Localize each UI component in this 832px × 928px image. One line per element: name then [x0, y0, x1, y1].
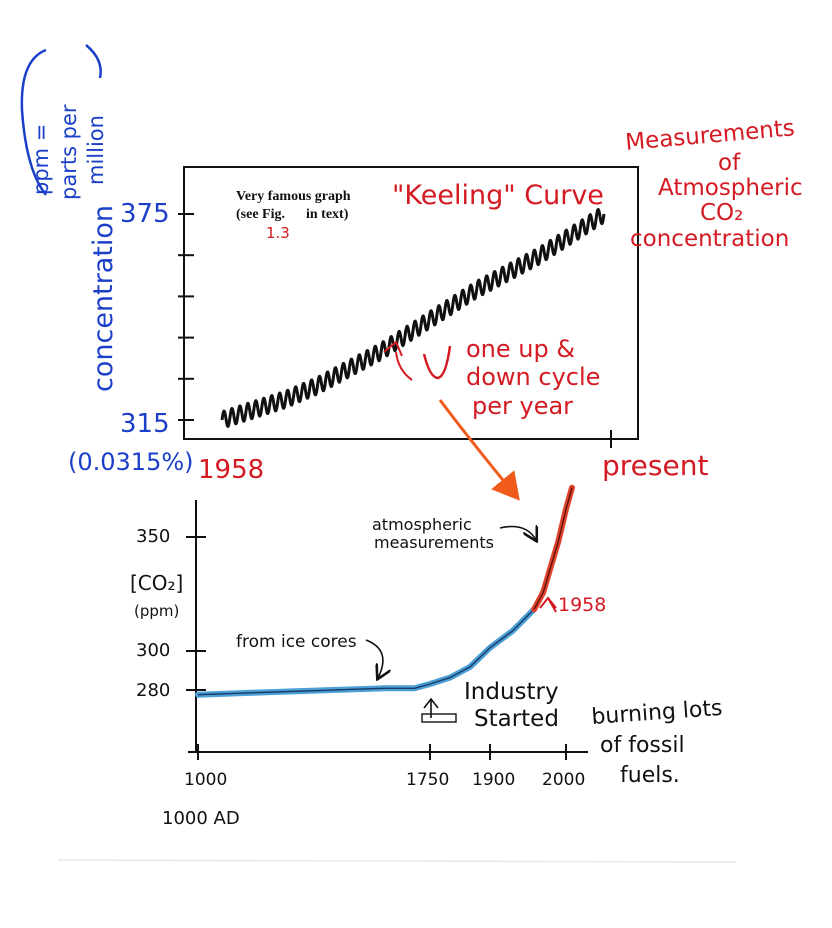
burning-line-1: burning lots: [591, 696, 724, 730]
ice-core-series-outline: [197, 608, 535, 696]
bottom-x-ticks: [197, 744, 567, 760]
burning-line-3: fuels.: [620, 763, 680, 788]
printed-caption-line-1: Very famous graph: [236, 189, 351, 204]
atmospheric-series-outline: [533, 487, 573, 610]
right-paren: [85, 44, 102, 79]
y-tick-label-300: 300: [136, 640, 170, 661]
cycle-glyph: [422, 345, 452, 380]
bottom-y-axis-label: [CO₂]: [130, 571, 183, 595]
ice-cores-label: from ice cores: [236, 632, 357, 652]
x-tick-label-2000: 2000: [542, 770, 585, 790]
point-1958-label: 1958: [558, 594, 606, 616]
y-tick-label-350: 350: [136, 526, 170, 547]
fig-number: 1.3: [266, 224, 290, 242]
burning-line-2: of fossil: [600, 733, 685, 758]
bottom-y-ticks: [186, 536, 206, 691]
printed-caption-line-2: (see Fig.: [236, 207, 285, 222]
point-1958-pointer: [539, 596, 557, 613]
cycle-note-line-3: per year: [472, 392, 573, 420]
measurements-line-2: of: [718, 150, 741, 176]
ppm-line-1: ppm =: [29, 124, 53, 195]
concentration-axis-label: concentration: [88, 205, 119, 392]
y-bottom-percent-note: (0.0315%): [68, 448, 194, 476]
keeling-title: "Keeling" Curve: [392, 180, 604, 211]
atmospheric-label-line-1: atmospheric: [372, 515, 472, 534]
industry-line-1: Industry: [464, 679, 559, 705]
measurements-line-3: Atmospheric: [658, 175, 803, 201]
measurements-line-4: CO₂: [700, 200, 743, 226]
measurements-line-1: Measurements: [624, 115, 796, 156]
ppm-definition-note: ppm = parts per million: [20, 44, 108, 200]
cycle-pointer: [395, 351, 413, 381]
printed-caption-line-3: in text): [306, 207, 349, 222]
atmospheric-pointer: [499, 527, 536, 541]
y-tick-label-375: 375: [120, 199, 170, 229]
keeling-chart: 375 315 (0.0315%) Very famous graph (see…: [68, 166, 708, 485]
cycle-note-line-1: one up &: [466, 335, 575, 363]
connector-arrow: [438, 399, 520, 501]
atmospheric-label-line-2: measurements: [374, 533, 494, 552]
longterm-chart: 350 300 280 [CO₂] (ppm) 1000 1750 1900 2…: [130, 484, 724, 829]
x-tick-label-1900: 1900: [472, 770, 515, 790]
x-end-label: present: [602, 449, 708, 482]
ice-cores-pointer: [365, 639, 383, 678]
page-rule: [57, 859, 737, 863]
bottom-y-axis-unit: (ppm): [134, 602, 179, 620]
keeling-chart-frame: [183, 166, 639, 440]
measurements-note: Measurements of Atmospheric CO₂ concentr…: [624, 115, 802, 252]
left-paren: [20, 48, 47, 196]
cycle-annotation: one up & down cycle per year: [383, 335, 600, 420]
ppm-line-3: million: [84, 115, 108, 185]
x-start-label: 1958: [198, 455, 264, 485]
measurements-line-5: concentration: [630, 226, 789, 252]
cycle-pointer-head: [383, 340, 403, 357]
industry-line-2: Started: [474, 706, 559, 732]
ppm-line-2: parts per: [57, 104, 81, 200]
industry-pointer: [421, 697, 457, 723]
keeling-series-line: [220, 207, 606, 428]
y-tick-label-280: 280: [136, 680, 170, 701]
x-tick-label-1000: 1000: [184, 770, 227, 790]
x-tick-label-1750: 1750: [406, 770, 449, 790]
keeling-y-ticks: [178, 213, 194, 421]
x-axis-note: 1000 AD: [162, 808, 240, 829]
cycle-note-line-2: down cycle: [466, 363, 600, 391]
y-tick-label-315: 315: [120, 409, 170, 439]
